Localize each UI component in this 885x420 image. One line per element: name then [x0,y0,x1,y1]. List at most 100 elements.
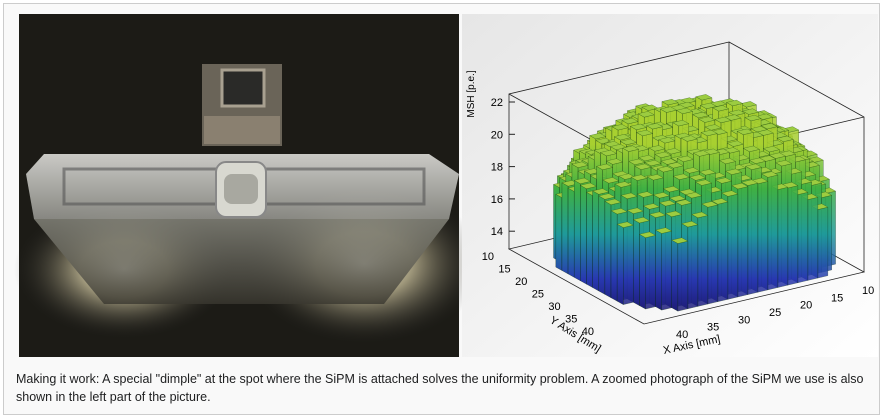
bar-top [646,174,664,181]
bar-top [675,199,693,206]
bar-side [671,239,679,312]
bar-front [757,181,769,293]
bar-top [699,102,717,109]
bar-top [666,162,684,169]
bar-top [671,237,689,244]
bar-top [611,124,629,131]
bar-top [656,166,674,173]
bar-front [677,240,689,312]
bar-top [739,101,757,108]
x-tick-label: 35 [707,322,719,334]
y-tick-label: 35 [565,314,577,326]
bar-top [776,135,794,142]
bar-side [586,191,593,288]
bar-top [646,123,664,130]
bar-top [712,105,730,112]
bar-top [661,99,679,106]
bar-top [725,168,743,175]
bar-top [745,163,763,170]
bar-top [760,123,778,130]
bar-top [659,106,677,113]
bar-top [726,99,744,106]
bar-side [617,223,624,305]
bar-top [676,107,694,114]
bar-top [648,145,666,152]
bar-side [561,182,569,275]
z-tick-label: 20 [491,129,503,141]
x-tick-label: 10 [862,285,874,297]
x-tick-label: 20 [800,300,812,312]
bar-top [665,210,683,217]
x-tick-label: 25 [769,307,781,319]
bar-front [737,186,749,298]
bar-top [721,190,739,197]
bar-top [691,211,709,218]
bar-top [728,109,746,116]
z-axis-label: MSH [p.e.] [466,70,477,117]
bar-top [714,116,732,123]
bar-top [719,157,737,165]
bar-front [777,187,789,288]
bar-front [727,193,739,300]
bar-front [807,197,819,281]
z-tick-label: 14 [491,226,503,238]
bar-top [761,171,779,178]
y-tick-label: 25 [532,289,544,301]
bar-top [692,150,710,157]
bar-front [623,225,634,305]
bar-top [715,177,733,184]
y-tick-label: 30 [548,301,560,313]
bar-top [742,145,760,152]
bar-top [736,128,754,135]
bar-top [634,163,652,170]
y-tick-label: 20 [515,276,527,288]
bar-top [701,201,719,208]
bar-side [574,180,581,281]
bar-top [726,140,744,147]
bar-top [636,129,654,136]
figure-frame: 22 20 18 16 14 MSH [p.e.] 10 15 20 25 30 35 40 Y Axis… [3,3,880,415]
bar-top [680,135,698,142]
bar-top [672,120,690,127]
bar-top [655,227,673,234]
bar-top [695,94,713,101]
bar-top [762,146,780,153]
bar-top [692,111,710,119]
bar-side [604,201,612,299]
bar-front [787,185,799,286]
bar-top [689,174,707,181]
bar-top [652,192,670,199]
z-tick-label: 18 [491,162,503,174]
bar-top [742,108,760,115]
bar-top [711,198,729,205]
y-tick-label: 15 [498,264,510,276]
bar-side [580,185,587,285]
bar-top [731,183,749,190]
bar-side [598,195,606,295]
bar-front [717,201,729,302]
bar-top [654,151,672,158]
bar-front [817,206,829,279]
bar-top [769,152,787,159]
bar-front [797,192,809,283]
bar-top [749,157,767,164]
bar-top [695,179,713,186]
bar-top [681,221,699,228]
y-tick-label: 10 [482,251,494,263]
photo [14,14,484,357]
bar-top [596,163,614,170]
caption: Making it work: A special "dimple" at th… [16,372,864,404]
bar-top [741,179,759,186]
z-tick-label: 22 [491,97,503,109]
bar-front [661,230,672,311]
bar-front [697,215,709,307]
x-tick-label: 30 [738,314,750,326]
bar-top [744,114,762,122]
bar-top [682,167,700,174]
bar-top [699,169,717,176]
z-tick-label: 16 [491,194,503,206]
bar-side [567,187,575,278]
